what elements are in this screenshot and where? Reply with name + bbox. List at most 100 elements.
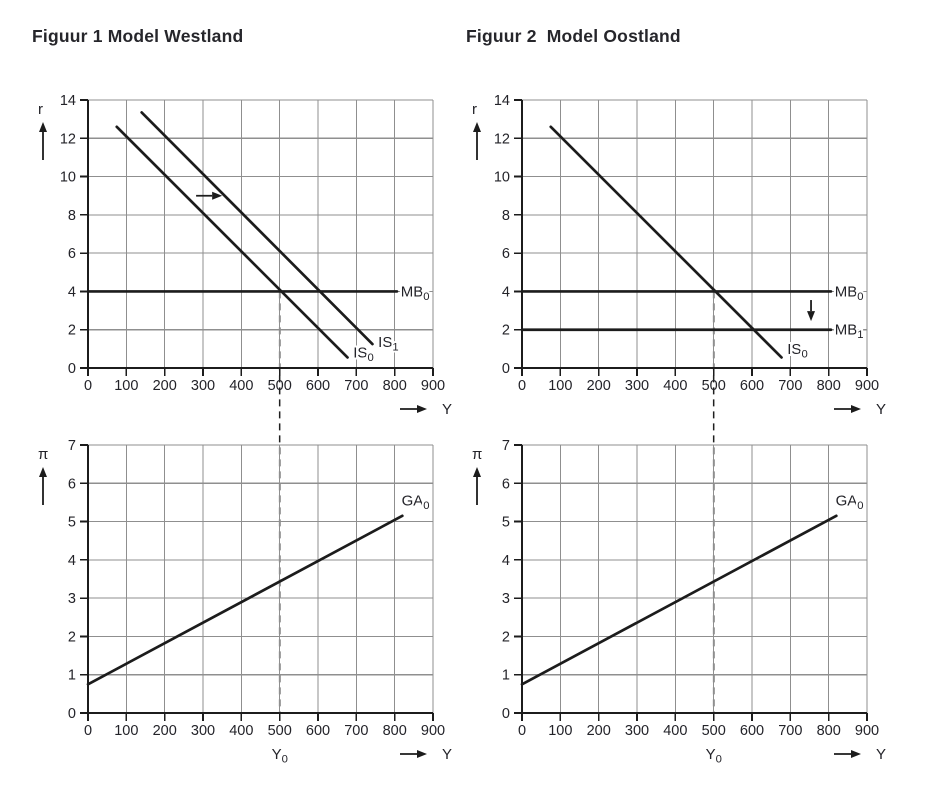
x-axis-label: Y: [834, 401, 886, 418]
label-IS0: IS0: [787, 341, 807, 361]
svg-text:300: 300: [191, 378, 215, 394]
y-axis-label: π: [38, 446, 48, 505]
chart-westland-ga: 0 1 2 3 4 5 6 7 0 100 200 300 400 500 600 700 800 900 π Y Y0…: [38, 438, 452, 766]
label-IS1: IS1: [378, 334, 398, 354]
x-axis-label: Y: [400, 401, 452, 418]
svg-text:0: 0: [84, 723, 92, 739]
svg-text:14: 14: [60, 93, 76, 109]
series-GA0: GA0: [520, 491, 866, 686]
series-MB1: MB1: [520, 320, 866, 343]
svg-text:300: 300: [191, 723, 215, 739]
svg-text:8: 8: [502, 208, 510, 224]
svg-text:1: 1: [502, 668, 510, 684]
label-MB1: MB1: [835, 322, 864, 342]
figure-2-title: Figuur 2 Model Oostland: [466, 26, 681, 46]
x-sub-label-Y0: Y0: [706, 746, 722, 766]
svg-text:700: 700: [344, 378, 368, 394]
x-axis-label: Y: [400, 746, 452, 763]
svg-text:200: 200: [587, 378, 611, 394]
svg-text:900: 900: [421, 378, 445, 394]
figure-1-title: Figuur 1 Model Westland: [32, 26, 244, 46]
svg-text:200: 200: [587, 723, 611, 739]
gridlines: [522, 99, 868, 368]
series-MB0: MB0: [520, 281, 866, 305]
svg-text:Y: Y: [442, 746, 452, 763]
svg-text:100: 100: [548, 378, 572, 394]
svg-text:500: 500: [702, 723, 726, 739]
svg-text:800: 800: [383, 378, 407, 394]
svg-text:10: 10: [60, 170, 76, 186]
svg-text:300: 300: [625, 378, 649, 394]
svg-text:6: 6: [68, 476, 76, 492]
label-MB0: MB0: [401, 283, 430, 303]
svg-text:2: 2: [68, 629, 76, 645]
series-GA0: GA0: [86, 491, 432, 686]
svg-text:800: 800: [817, 378, 841, 394]
svg-text:100: 100: [548, 723, 572, 739]
label-MB0: MB0: [835, 283, 864, 303]
svg-text:100: 100: [114, 378, 138, 394]
tick-marks: [80, 444, 434, 721]
tick-marks: [514, 444, 868, 721]
svg-text:0: 0: [68, 361, 76, 377]
svg-text:900: 900: [855, 723, 879, 739]
y-axis-label: r: [38, 101, 47, 160]
svg-text:100: 100: [114, 723, 138, 739]
series-MB0: MB0: [86, 281, 432, 305]
svg-text:Y: Y: [442, 401, 452, 418]
tick-labels: 0 2 4 6 8 10 12 14 0 100 200 300 400 500 600 700 800 900: [60, 93, 445, 394]
x-axis-label: Y: [834, 746, 886, 763]
label-GA0: GA0: [836, 493, 864, 513]
svg-text:8: 8: [68, 208, 76, 224]
svg-text:4: 4: [502, 284, 510, 300]
svg-text:600: 600: [740, 378, 764, 394]
svg-text:4: 4: [502, 553, 510, 569]
svg-text:0: 0: [84, 378, 92, 394]
svg-text:3: 3: [68, 591, 76, 607]
tick-labels: 0 1 2 3 4 5 6 7 0 100 200 300 400 500 600 700 800 900: [502, 438, 879, 739]
svg-text:r: r: [38, 101, 43, 118]
svg-text:12: 12: [60, 131, 76, 147]
chart-oostland-is-mb: 0 2 4 6 8 10 12 14 0 100 200 300 400 500 600 700 800 900 r…: [472, 93, 886, 418]
svg-text:7: 7: [68, 438, 76, 454]
axes: [86, 445, 433, 715]
svg-text:2: 2: [502, 629, 510, 645]
svg-text:12: 12: [494, 131, 510, 147]
svg-text:400: 400: [663, 723, 687, 739]
svg-text:400: 400: [229, 723, 253, 739]
svg-text:5: 5: [68, 515, 76, 531]
tick-labels: 0 1 2 3 4 5 6 7 0 100 200 300 400 500 600 700 800 900: [68, 438, 445, 739]
shift-arrow: [196, 191, 223, 200]
svg-text:4: 4: [68, 553, 76, 569]
svg-text:700: 700: [778, 723, 802, 739]
series-IS0: IS0: [549, 125, 810, 362]
svg-text:600: 600: [306, 378, 330, 394]
svg-text:4: 4: [68, 284, 76, 300]
tick-marks: [80, 99, 434, 376]
label-IS0: IS0: [353, 345, 373, 365]
svg-text:6: 6: [502, 476, 510, 492]
svg-text:0: 0: [502, 361, 510, 377]
svg-text:500: 500: [702, 378, 726, 394]
tick-labels: 0 2 4 6 8 10 12 14 0 100 200 300 400 500 600 700 800 900: [494, 93, 879, 394]
gridlines: [522, 444, 868, 713]
y-axis-label: π: [472, 446, 482, 505]
svg-text:300: 300: [625, 723, 649, 739]
svg-text:3: 3: [502, 591, 510, 607]
series-IS1: IS1: [140, 111, 401, 356]
svg-text:Y: Y: [876, 746, 886, 763]
svg-text:800: 800: [817, 723, 841, 739]
svg-text:800: 800: [383, 723, 407, 739]
svg-text:500: 500: [268, 723, 292, 739]
svg-text:14: 14: [494, 93, 510, 109]
chart-oostland-ga: 0 1 2 3 4 5 6 7 0 100 200 300 400 500 600 700 800 900 π Y Y0…: [472, 438, 886, 766]
svg-text:700: 700: [778, 378, 802, 394]
svg-text:2: 2: [502, 323, 510, 339]
svg-text:5: 5: [502, 515, 510, 531]
gridlines: [88, 444, 434, 713]
svg-text:200: 200: [153, 723, 177, 739]
axes: [520, 445, 867, 715]
axes: [520, 100, 867, 370]
svg-text:0: 0: [518, 723, 526, 739]
shift-arrow: [807, 300, 816, 322]
